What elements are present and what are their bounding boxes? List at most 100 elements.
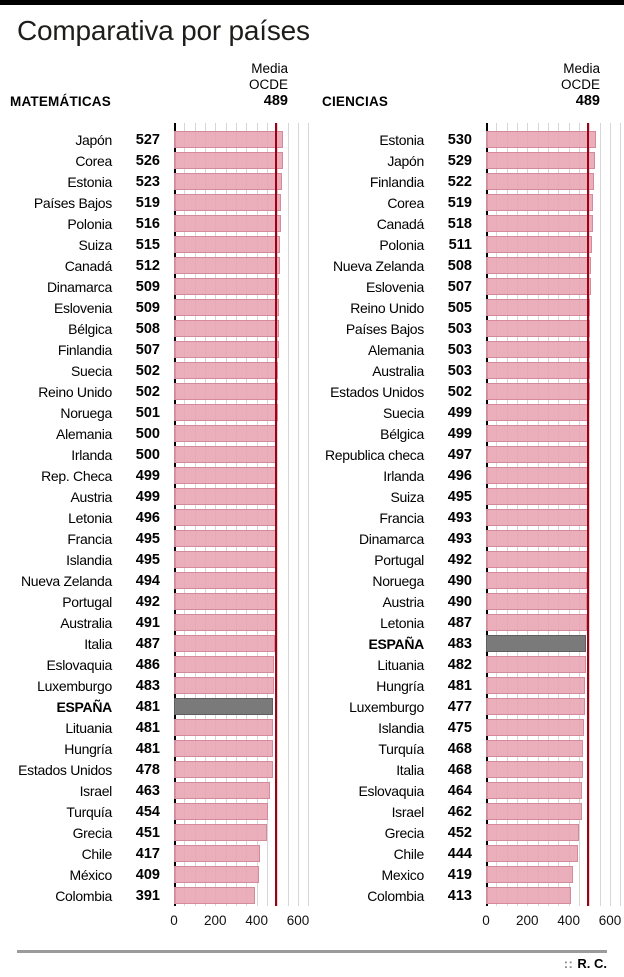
chart-row: Australia 503 [312,360,624,381]
chart-row: Letonia 496 [0,507,312,528]
chart-row: Finlandia 507 [0,339,312,360]
country-label: Hungría [376,677,424,694]
score-value: 515 [135,236,160,253]
country-label: Turquía [66,803,112,820]
country-label: Chile [81,845,113,862]
media-ocde-value: 489 [575,93,600,110]
bar-cell [486,509,621,526]
bar [486,656,586,673]
bar [174,509,277,526]
media-ocde-reference-line [275,123,278,906]
bar [486,803,582,820]
score-value: 502 [135,383,160,400]
bar [174,677,274,694]
bar-cell [174,803,309,820]
country-label: Suecia [70,362,112,379]
bar [486,698,585,715]
chart-row: Islandia 475 [312,717,624,738]
score-value: 497 [447,446,472,463]
score-value: 507 [135,341,160,358]
chart-row: Israel 462 [312,801,624,822]
bar-cell [174,719,309,736]
bar [486,572,588,589]
chart-row: Colombia 413 [312,885,624,906]
bar-cell [174,215,309,232]
bar [174,152,283,169]
bar-cell [486,131,621,148]
country-label: Letonia [380,614,424,631]
x-axis-tick-label: 200 [516,913,539,928]
top-rule [0,0,624,5]
bar-rows: Japón 527 Corea 526 Estonia 523 Países Bajos 51… [0,123,312,906]
country-label: Luxemburgo [349,698,424,715]
bar [486,425,590,442]
chart-row: Israel 463 [0,780,312,801]
country-label: Luxemburgo [37,677,112,694]
x-axis-tick-label: 600 [286,913,310,928]
bar-cell [174,530,309,547]
country-label: Australia [372,362,424,379]
bar [486,866,573,883]
country-label: Portugal [62,593,112,610]
x-axis-tick-label: 0 [482,913,490,928]
bar-cell [174,446,309,463]
chart-row: Dinamarca 493 [312,528,624,549]
bar [486,887,572,904]
score-value: 413 [447,887,472,904]
country-label: Bélgica [68,320,112,337]
score-value: 481 [135,740,160,757]
country-label: Japón [387,152,424,169]
bar [174,341,279,358]
score-value: 490 [447,572,472,589]
bar-cell [174,824,309,841]
bar-cell [174,677,309,694]
bar [174,635,275,652]
chart-row: Portugal 492 [0,591,312,612]
bar-cell [486,362,621,379]
chart-row: Hungría 481 [0,738,312,759]
country-label: Lituania [65,719,112,736]
country-label: Reino Unido [38,383,112,400]
media-label-line2: OCDE [248,77,288,93]
country-label: Austria [70,488,113,505]
credit-prefix: :: [563,956,574,971]
chart-row: Reino Unido 505 [312,297,624,318]
bar [486,383,590,400]
panel-header: CIENCIAS Media OCDE 489 [312,61,624,123]
bar [174,278,280,295]
chart-row: Francia 495 [0,528,312,549]
bar [486,236,592,253]
bar [486,593,588,610]
bar-cell [486,614,621,631]
score-value: 500 [135,425,160,442]
bar [486,257,591,274]
country-label: México [69,866,112,883]
bar [174,866,259,883]
country-label: Alemania [56,425,112,442]
country-label: Rep. Checa [41,467,112,484]
bar [174,530,277,547]
bar-cell [174,698,309,715]
country-label: Estonia [379,131,424,148]
chart-row: Irlanda 500 [0,444,312,465]
gridline [277,123,279,906]
country-label: Dinamarca [47,278,112,295]
score-value: 487 [135,635,160,652]
country-label: Hungría [64,740,112,757]
bar [174,320,279,337]
bar-cell [174,299,309,316]
score-value: 417 [135,845,160,862]
bar-cell [486,341,621,358]
score-value: 509 [135,299,160,316]
chart-row: Países Bajos 519 [0,192,312,213]
country-label: Letonia [68,509,112,526]
media-ocde-label: Media OCDE 489 [561,61,600,111]
bar [174,362,278,379]
bar [174,887,255,904]
country-label: Australia [60,614,112,631]
bar [174,761,273,778]
chart-row: Alemania 500 [0,423,312,444]
score-value: 409 [135,866,160,883]
score-value: 502 [135,362,160,379]
score-value: 492 [135,593,160,610]
